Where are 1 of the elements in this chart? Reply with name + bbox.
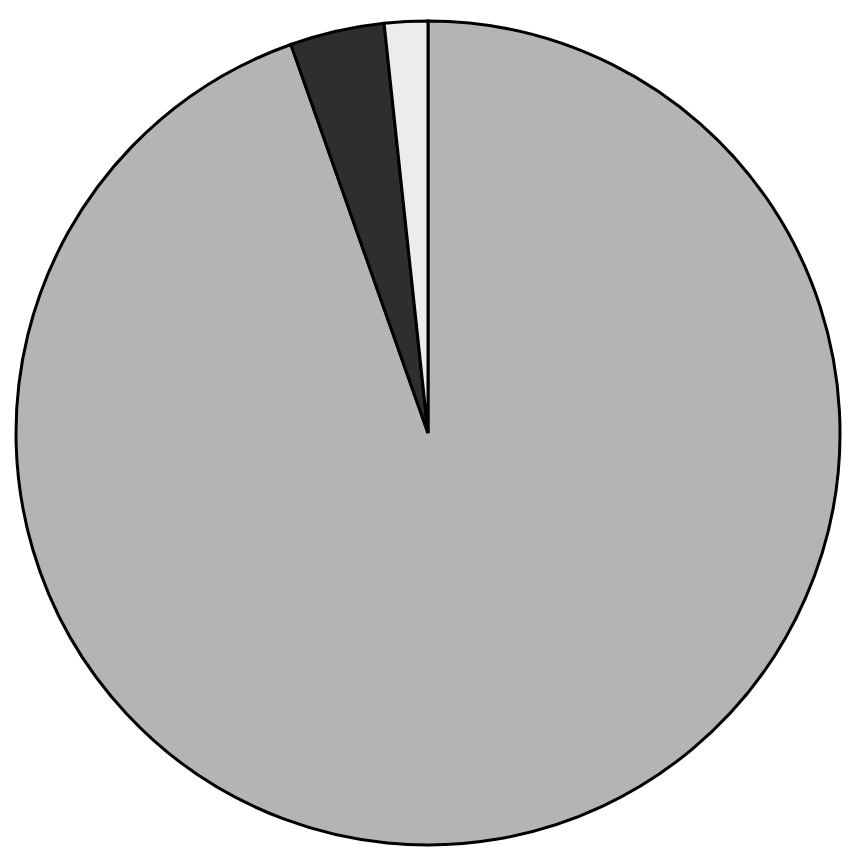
pie-slice (15, 19, 842, 847)
